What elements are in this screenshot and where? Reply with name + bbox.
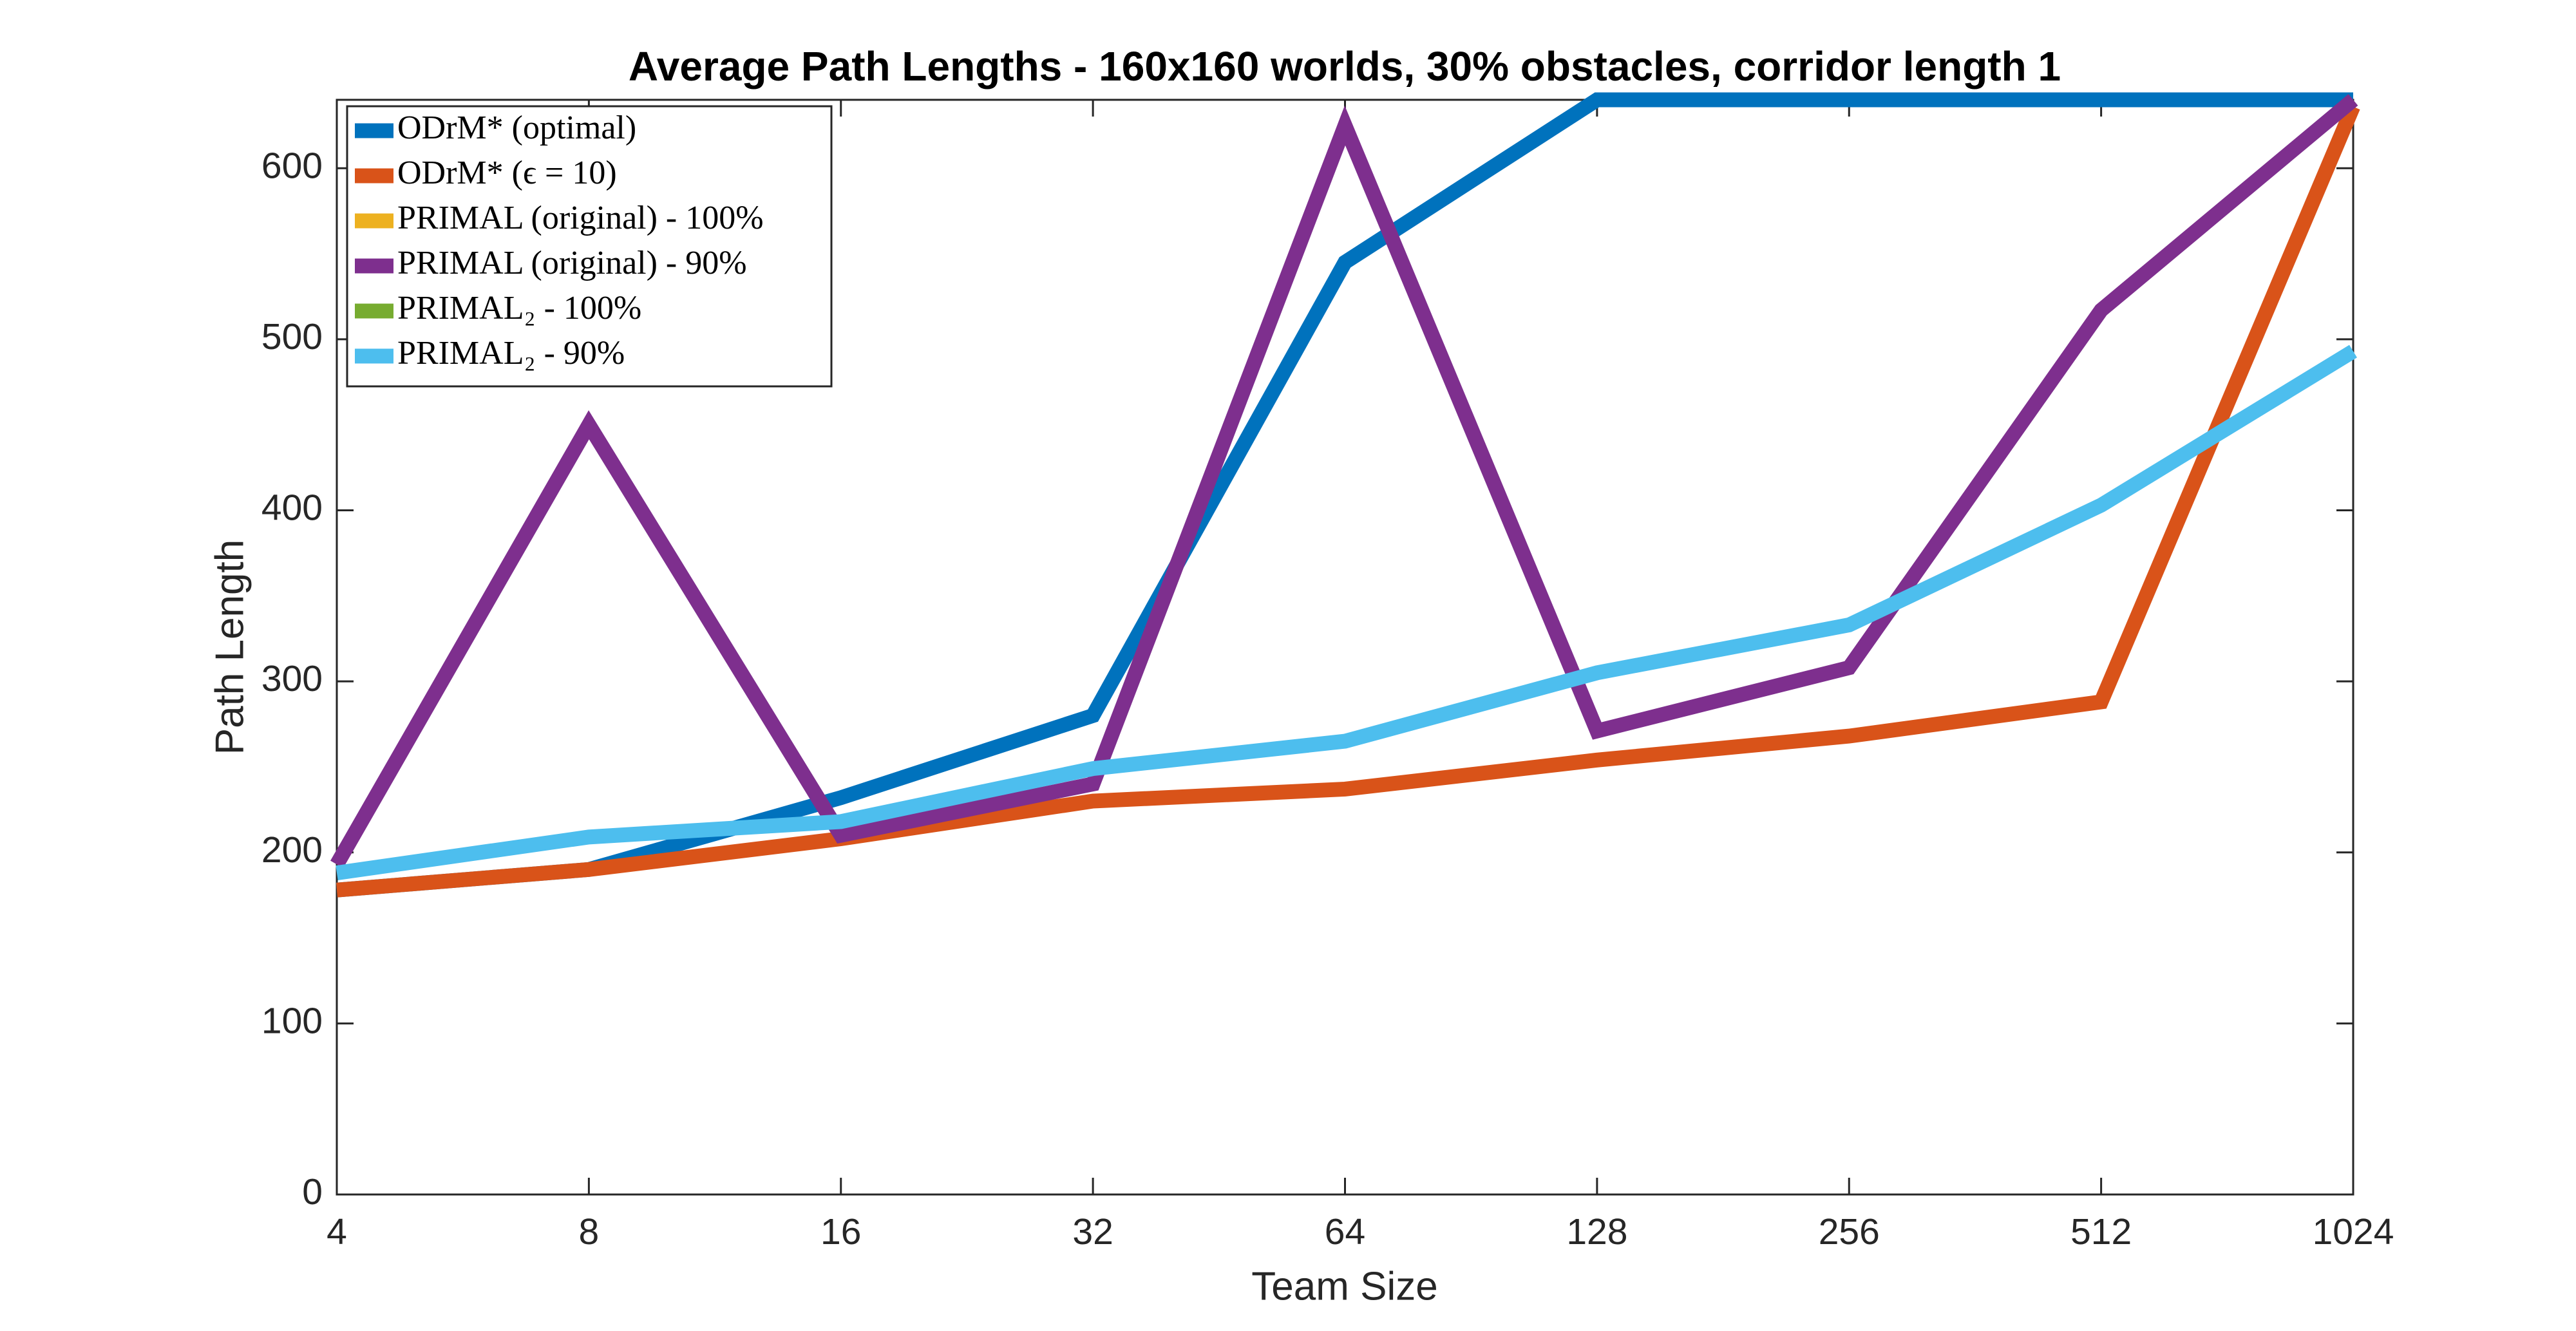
y-tick-label: 500 [261, 316, 323, 357]
x-tick-label: 64 [1325, 1211, 1365, 1252]
y-tick-label: 400 [261, 487, 323, 529]
series-line [336, 92, 2353, 898]
series-line [330, 94, 2358, 869]
x-tick-label: 32 [1072, 1211, 1113, 1252]
legend-label: PRIMAL (original) - 90% [397, 245, 747, 281]
y-tick-label: 600 [261, 145, 323, 186]
x-tick-label: 4 [327, 1211, 347, 1252]
legend-label: PRIMAL₂ - 90% [397, 335, 625, 372]
x-tick-label: 128 [1566, 1211, 1627, 1252]
series-line [336, 104, 2360, 898]
y-axis-label: Path Length [207, 540, 252, 755]
y-tick-label: 200 [261, 829, 323, 871]
plot-frame [336, 99, 2354, 1196]
x-tick-label: 256 [1819, 1211, 1880, 1252]
legend-label: PRIMAL (original) - 100% [397, 200, 764, 236]
legend-label: PRIMAL₂ - 100% [397, 290, 641, 326]
series-line [336, 345, 2357, 881]
x-axis-label: Team Size [1251, 1264, 1437, 1308]
x-tick-label: 512 [2070, 1211, 2132, 1252]
legend-label: ODrM* (ϵ = 10) [397, 155, 617, 191]
x-tick-label: 8 [579, 1211, 600, 1252]
x-tick-label: 1024 [2313, 1211, 2394, 1252]
chart-title: Average Path Lengths - 160x160 worlds, 3… [629, 43, 2061, 90]
y-tick-label: 100 [261, 1000, 323, 1041]
y-tick-label: 0 [302, 1171, 323, 1213]
legend-box [346, 105, 833, 388]
x-tick-label: 16 [820, 1211, 861, 1252]
y-tick-label: 300 [261, 658, 323, 699]
legend-label: ODrM* (optimal) [397, 109, 636, 146]
